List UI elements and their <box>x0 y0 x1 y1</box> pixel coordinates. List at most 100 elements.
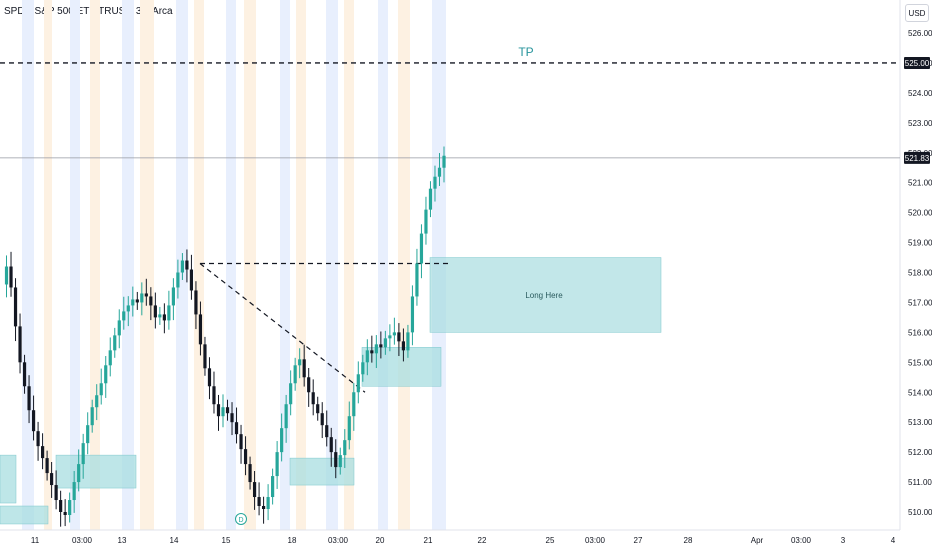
candle-body <box>50 473 54 486</box>
candle-body <box>406 332 410 351</box>
candle-body <box>243 449 248 465</box>
current-price-badge: 521.83 <box>905 154 930 163</box>
time-tick-label: 22 <box>478 536 487 545</box>
candle-body <box>167 305 171 321</box>
candle-body <box>59 500 63 512</box>
session-stripe-7 <box>194 0 204 530</box>
time-tick-label: 25 <box>546 536 555 545</box>
time-tick-label: 14 <box>170 536 179 545</box>
candle-body <box>4 266 9 285</box>
candle-body <box>45 458 49 474</box>
candle-body <box>131 299 135 306</box>
time-tick-label: 03:00 <box>328 536 349 545</box>
candle-body <box>437 167 442 177</box>
session-stripe-5 <box>140 0 154 530</box>
current-price-badge-bg <box>904 151 930 164</box>
time-tick-label: 3 <box>841 536 846 545</box>
candle-body <box>442 155 446 168</box>
candle-body <box>433 176 437 189</box>
candle-body <box>298 359 302 366</box>
candle-body <box>104 365 108 384</box>
demand-zone-0[interactable] <box>0 454 17 504</box>
candle-body <box>289 383 293 405</box>
price-tick-label: 519.00 <box>908 239 932 248</box>
candle-body <box>90 407 94 426</box>
candle-body <box>221 407 225 417</box>
candle-body <box>383 338 387 348</box>
demand-zone-2[interactable] <box>361 347 442 387</box>
candle-body <box>86 425 90 444</box>
candle-body <box>225 407 230 414</box>
session-stripe-13 <box>344 0 354 530</box>
session-stripe-12 <box>326 0 338 530</box>
candle-body <box>176 272 180 288</box>
demand-zone-3[interactable] <box>0 505 49 525</box>
candle-body <box>397 332 401 342</box>
price-tick-label: 514.00 <box>908 388 932 397</box>
candle-body <box>410 296 415 333</box>
candle-body <box>108 350 112 366</box>
candle-body <box>424 209 428 234</box>
candle-body <box>189 269 194 291</box>
candle-body <box>99 383 103 396</box>
price-tick-label: 518.00 <box>908 269 932 278</box>
candle-body <box>239 434 243 450</box>
time-tick-label: 03:00 <box>72 536 93 545</box>
price-tick-label: 511.00 <box>908 478 932 487</box>
dividend-marker[interactable] <box>235 513 247 525</box>
candle-body <box>180 260 185 273</box>
candle-body <box>68 500 72 515</box>
demand-zone-1[interactable] <box>55 454 137 489</box>
demand-zone-4[interactable] <box>289 457 355 486</box>
candle-body <box>302 359 306 378</box>
time-tick-label: 28 <box>684 536 693 545</box>
time-tick-label: 15 <box>222 536 231 545</box>
candle-body <box>113 335 117 351</box>
candle-body <box>126 305 130 312</box>
trendline-diagonal[interactable] <box>199 263 366 393</box>
currency-selector-button[interactable]: USD <box>905 4 929 22</box>
candle-body <box>216 404 221 417</box>
candle-body <box>158 314 162 318</box>
candle-body <box>234 422 239 435</box>
session-stripe-2 <box>70 0 80 530</box>
session-stripe-9 <box>244 0 256 530</box>
candle-body <box>194 290 198 315</box>
candle-body <box>248 464 252 483</box>
candle-body <box>72 482 76 501</box>
price-tick-label: 515.00 <box>908 358 932 367</box>
candle-body <box>388 335 392 339</box>
candle-body <box>311 392 315 405</box>
candle-body <box>144 293 148 297</box>
session-stripe-4 <box>122 0 134 530</box>
price-tick-label: 521.00 <box>908 179 932 188</box>
session-stripe-8 <box>226 0 236 530</box>
candle-body <box>261 506 266 510</box>
candle-body <box>22 362 27 387</box>
candle-body <box>316 404 320 414</box>
candle-body <box>275 452 279 477</box>
candle-body <box>428 188 433 210</box>
candle-body <box>361 362 365 375</box>
candle-body <box>334 452 338 468</box>
time-tick-label: 11 <box>31 536 40 545</box>
candle-body <box>392 332 396 336</box>
candle-body <box>162 314 166 321</box>
price-tick-label: 524.00 <box>908 89 932 98</box>
session-stripe-11 <box>296 0 306 530</box>
candle-body <box>293 365 297 384</box>
time-tick-label: 13 <box>118 536 127 545</box>
time-tick-label: 20 <box>376 536 385 545</box>
candle-body <box>271 476 275 498</box>
candle-body <box>280 428 284 453</box>
candle-body <box>343 440 347 456</box>
time-tick-label: 18 <box>288 536 297 545</box>
long-zone[interactable] <box>429 257 662 333</box>
candle-body <box>212 386 216 405</box>
candle-body <box>203 344 207 369</box>
candle-body <box>419 233 424 264</box>
candle-body <box>365 350 369 363</box>
time-tick-label: 03:00 <box>791 536 812 545</box>
candle-body <box>266 497 270 510</box>
